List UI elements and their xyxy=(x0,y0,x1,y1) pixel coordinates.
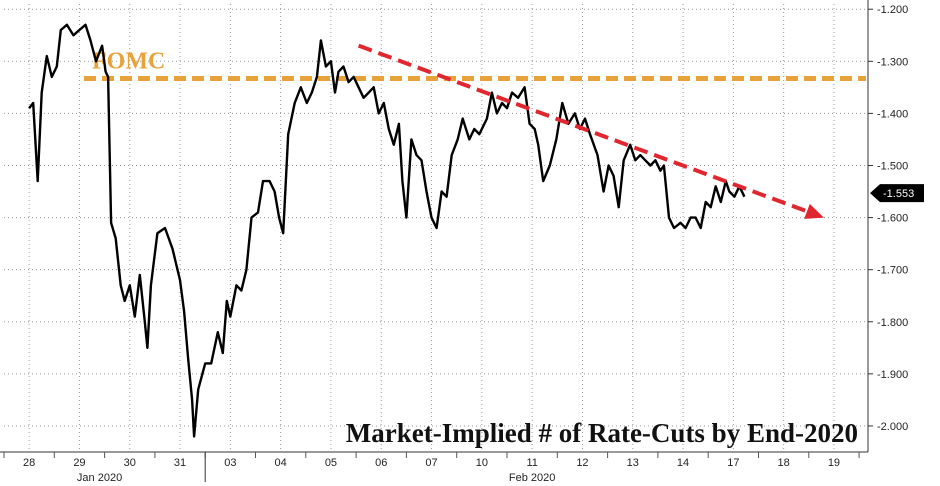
x-tick-label: 10 xyxy=(476,457,488,469)
trend-arrow xyxy=(357,43,808,214)
x-tick-label: 12 xyxy=(576,457,588,469)
y-tick-label: -1.800 xyxy=(877,317,908,329)
series-line xyxy=(28,23,746,438)
x-tick-label: 04 xyxy=(275,457,287,469)
last-value-badge xyxy=(870,184,924,203)
x-tick-label: 17 xyxy=(727,457,739,469)
x-tick-label: 28 xyxy=(23,457,35,469)
y-tick-label: -1.700 xyxy=(877,265,908,277)
x-tick-label: 31 xyxy=(174,457,186,469)
x-tick-label: 18 xyxy=(778,457,790,469)
trend-arrow-head xyxy=(804,203,824,219)
y-tick-label: -1.200 xyxy=(877,4,908,16)
x-tick-label: 29 xyxy=(73,457,85,469)
chart-title: Market-Implied # of Rate-Cuts by End-202… xyxy=(346,418,858,448)
x-tick-label: 13 xyxy=(627,457,639,469)
month-label-jan: Jan 2020 xyxy=(77,472,122,484)
y-tick-label: -1.300 xyxy=(877,56,908,68)
y-tick-label: -2.000 xyxy=(877,421,908,433)
x-axis: 28 29 30 31 03 04 05 06 07 10 11 12 13 14 17 18 19 Jan 20… xyxy=(3,452,860,484)
last-value-marker: -1.553 xyxy=(870,184,924,203)
grid-lines xyxy=(4,4,868,452)
last-value-label: -1.553 xyxy=(883,188,914,200)
month-label-feb: Feb 2020 xyxy=(509,472,555,484)
y-tick-label: -1.900 xyxy=(877,369,908,381)
y-tick-label: -1.400 xyxy=(877,108,908,120)
y-tick-label: -1.500 xyxy=(877,160,908,172)
x-tick-label: 19 xyxy=(828,457,840,469)
x-tick-label: 03 xyxy=(224,457,236,469)
x-tick-label: 07 xyxy=(425,457,437,469)
x-tick-label: 30 xyxy=(124,457,136,469)
x-tick-label: 05 xyxy=(325,457,337,469)
x-tick-label: 06 xyxy=(375,457,387,469)
y-tick-label: -1.600 xyxy=(877,213,908,225)
plot-border xyxy=(0,0,869,453)
x-tick-label: 11 xyxy=(526,457,537,469)
y-axis: -1.200 -1.300 -1.400 -1.500 -1.600 -1.700 -1.8… xyxy=(868,4,908,433)
x-tick-label: 14 xyxy=(677,457,689,469)
